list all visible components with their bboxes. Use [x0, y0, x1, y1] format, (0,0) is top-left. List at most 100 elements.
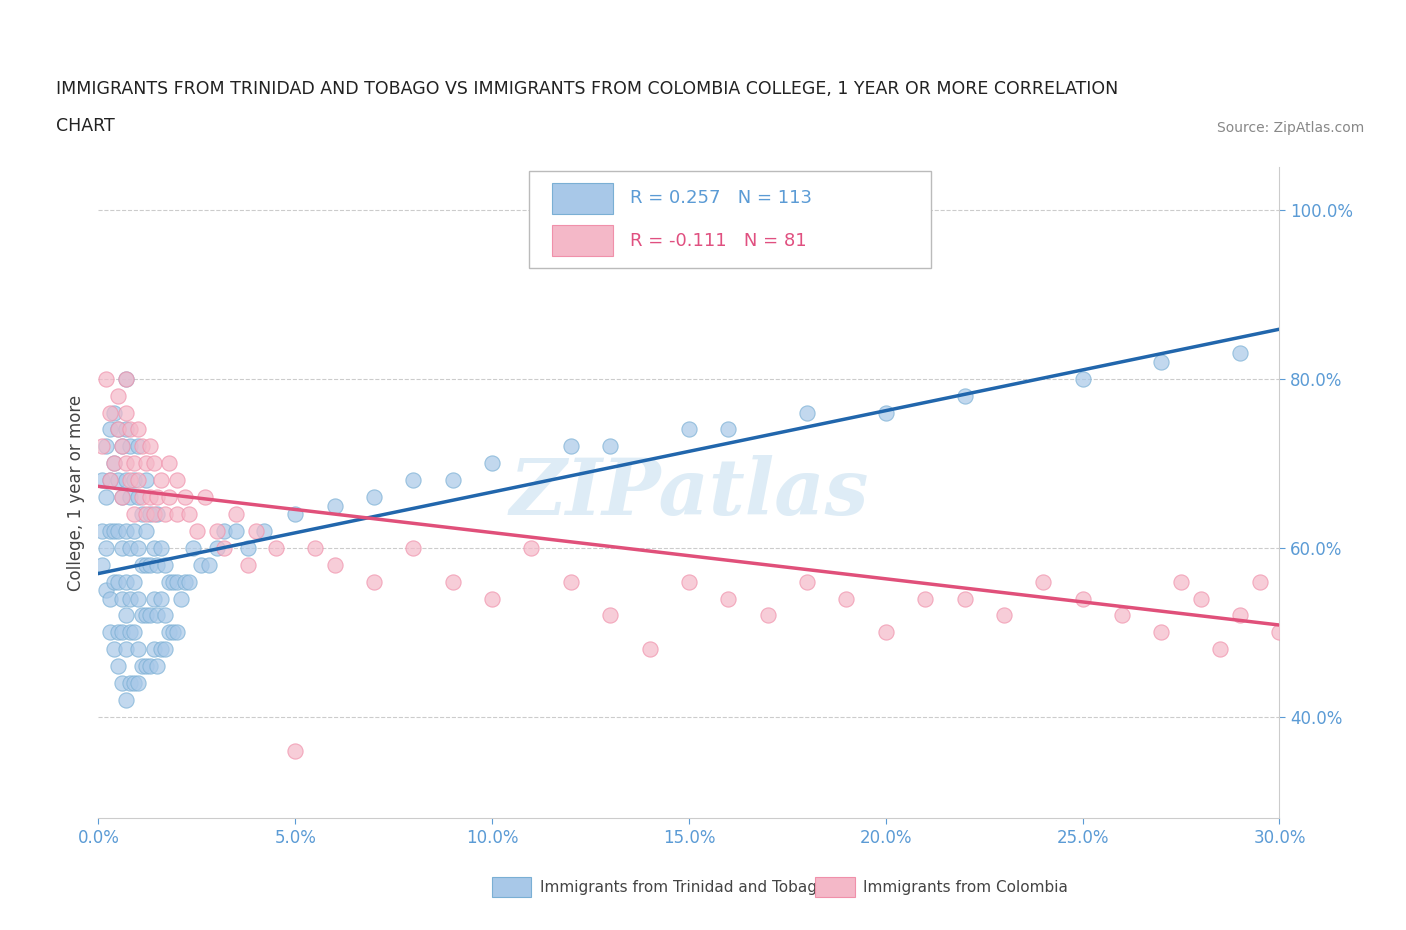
Point	[481, 456, 503, 471]
Point	[190, 557, 212, 572]
Point	[127, 422, 149, 437]
Point	[236, 540, 259, 555]
Point	[166, 625, 188, 640]
Point	[157, 625, 180, 640]
Point	[323, 557, 346, 572]
Point	[402, 472, 425, 487]
Point	[98, 472, 121, 487]
Point	[107, 388, 129, 403]
Point	[146, 490, 169, 505]
Point	[91, 439, 114, 454]
Point	[131, 658, 153, 673]
Point	[91, 472, 114, 487]
Point	[402, 540, 425, 555]
Text: IMMIGRANTS FROM TRINIDAD AND TOBAGO VS IMMIGRANTS FROM COLOMBIA COLLEGE, 1 YEAR : IMMIGRANTS FROM TRINIDAD AND TOBAGO VS I…	[56, 80, 1119, 98]
Point	[103, 642, 125, 657]
Point	[98, 625, 121, 640]
Point	[225, 524, 247, 538]
Point	[194, 490, 217, 505]
Point	[1229, 608, 1251, 623]
Point	[118, 540, 141, 555]
Point	[214, 524, 236, 538]
Text: Immigrants from Colombia: Immigrants from Colombia	[863, 880, 1069, 895]
Point	[166, 574, 188, 589]
Point	[953, 388, 976, 403]
Point	[111, 439, 134, 454]
Point	[1308, 608, 1330, 623]
Point	[131, 507, 153, 522]
Point	[796, 405, 818, 420]
Point	[103, 574, 125, 589]
Point	[122, 472, 145, 487]
Point	[131, 490, 153, 505]
Point	[678, 574, 700, 589]
Point	[96, 583, 118, 598]
Point	[875, 405, 897, 420]
Point	[875, 625, 897, 640]
Point	[107, 472, 129, 487]
Point	[135, 524, 157, 538]
Point	[1150, 354, 1173, 369]
Text: R = -0.111   N = 81: R = -0.111 N = 81	[630, 232, 807, 249]
Point	[284, 743, 307, 758]
Point	[115, 456, 138, 471]
Point	[111, 439, 134, 454]
Point	[103, 405, 125, 420]
Point	[142, 540, 165, 555]
Point	[181, 540, 204, 555]
Point	[127, 642, 149, 657]
Point	[103, 524, 125, 538]
Point	[98, 422, 121, 437]
Text: CHART: CHART	[56, 117, 115, 135]
Point	[993, 608, 1015, 623]
Point	[717, 591, 740, 606]
Point	[118, 422, 141, 437]
Point	[304, 540, 326, 555]
Point	[96, 439, 118, 454]
Point	[111, 490, 134, 505]
Point	[131, 557, 153, 572]
Point	[1249, 574, 1271, 589]
Point	[122, 456, 145, 471]
Point	[146, 557, 169, 572]
Point	[323, 498, 346, 513]
Point	[115, 574, 138, 589]
Point	[1032, 574, 1054, 589]
Point	[142, 642, 165, 657]
Point	[111, 490, 134, 505]
FancyBboxPatch shape	[553, 183, 613, 214]
Point	[214, 540, 236, 555]
Point	[138, 557, 160, 572]
Point	[162, 625, 184, 640]
Point	[127, 676, 149, 691]
Point	[107, 422, 129, 437]
Point	[111, 591, 134, 606]
Point	[138, 439, 160, 454]
Point	[1327, 591, 1350, 606]
Point	[138, 658, 160, 673]
Point	[96, 490, 118, 505]
Point	[1347, 574, 1369, 589]
Point	[115, 524, 138, 538]
Point	[1071, 591, 1094, 606]
Point	[170, 591, 193, 606]
Point	[236, 557, 259, 572]
Point	[122, 524, 145, 538]
Point	[1229, 346, 1251, 361]
Point	[115, 371, 138, 386]
Point	[717, 422, 740, 437]
Point	[155, 557, 177, 572]
Point	[103, 456, 125, 471]
Point	[127, 540, 149, 555]
Point	[91, 557, 114, 572]
Point	[205, 540, 228, 555]
Point	[98, 591, 121, 606]
Text: R = 0.257   N = 113: R = 0.257 N = 113	[630, 190, 811, 207]
Point	[205, 524, 228, 538]
Point	[678, 422, 700, 437]
Point	[118, 490, 141, 505]
Point	[135, 608, 157, 623]
Point	[481, 591, 503, 606]
Point	[138, 608, 160, 623]
Point	[115, 642, 138, 657]
